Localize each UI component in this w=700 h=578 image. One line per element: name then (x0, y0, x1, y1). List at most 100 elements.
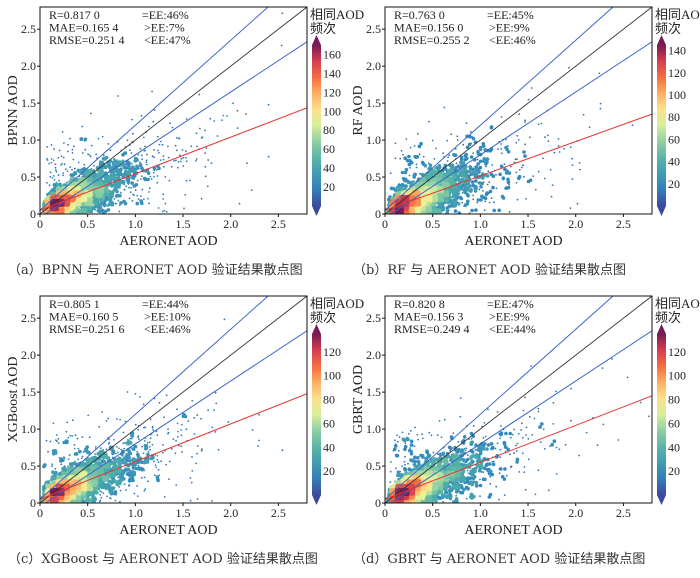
scatter-point (579, 169, 581, 171)
scatter-point (62, 175, 64, 177)
scatter-point (524, 119, 526, 121)
scatter-point (456, 162, 458, 164)
scatter-point (51, 158, 53, 160)
scatter-point (186, 118, 188, 120)
scatter-point (502, 196, 506, 200)
scatter-point (58, 174, 60, 176)
scatter-point (213, 120, 215, 122)
scatter-point (468, 170, 472, 174)
scatter-point (477, 159, 479, 161)
scatter-point (204, 152, 206, 154)
colorbar-tick-label: 80 (323, 123, 335, 137)
colorbar-extend-top (312, 35, 321, 45)
scatter-point (107, 203, 111, 207)
scatter-point (504, 146, 508, 150)
scatter-point (563, 148, 565, 150)
scatter-point (141, 115, 143, 117)
scatter-point (136, 195, 138, 197)
scatter-point (162, 193, 164, 195)
scatter-point (104, 210, 108, 214)
x-tick-label: 1.0 (128, 217, 143, 231)
scatter-point (480, 195, 484, 199)
scatter-point (491, 164, 493, 166)
stat-text: RMSE=0.251 4 (49, 33, 124, 47)
scatter-point (470, 131, 472, 133)
scatter-point (164, 176, 166, 178)
scatter-point (446, 193, 450, 197)
scatter-point (147, 172, 151, 176)
scatter-point (399, 158, 401, 160)
scatter-point (401, 171, 405, 175)
scatter-point (450, 133, 452, 135)
scatter-point (458, 179, 462, 183)
scatter-point (87, 170, 91, 174)
scatter-point (171, 166, 173, 168)
scatter-point (421, 161, 425, 165)
scatter-point (163, 166, 165, 168)
scatter-point (491, 186, 495, 190)
scatter-point (480, 182, 484, 186)
scatter-point (246, 162, 248, 164)
scatter-point (532, 175, 534, 177)
scatter-point (138, 198, 140, 200)
scatter-point (452, 153, 456, 157)
scatter-point (72, 159, 74, 161)
scatter-point (523, 176, 525, 178)
scatter-point (134, 168, 138, 172)
scatter-point (117, 95, 119, 97)
scatter-point (496, 187, 498, 189)
y-tick-label: 1.5 (21, 96, 36, 110)
scatter-point (72, 149, 74, 151)
scatter-point (73, 145, 75, 147)
scatter-point (522, 165, 524, 167)
scatter-point (435, 148, 437, 150)
scatter-point (61, 155, 63, 157)
scatter-point (518, 139, 520, 141)
scatter-point (515, 142, 517, 144)
scatter-point (495, 174, 497, 176)
scatter-point (176, 137, 178, 139)
scatter-point (162, 211, 164, 213)
scatter-point (186, 160, 188, 162)
scatter-point (414, 145, 416, 147)
scatter-point (476, 150, 480, 154)
scatter-point (97, 194, 101, 198)
scatter-point (462, 192, 464, 194)
scatter-point (146, 160, 148, 162)
scatter-point (517, 199, 519, 201)
scatter-point (538, 171, 540, 173)
scatter-point (90, 156, 92, 158)
scatter-point (130, 191, 132, 193)
scatter-point (61, 163, 63, 165)
scatter-point (524, 121, 526, 123)
scatter-point (446, 140, 448, 142)
scatter-point (570, 146, 572, 148)
scatter-point (442, 152, 444, 154)
scatter-point (600, 103, 602, 105)
scatter-point (189, 180, 191, 182)
scatter-point (146, 161, 148, 163)
scatter-point (434, 158, 436, 160)
scatter-point (95, 154, 97, 156)
scatter-point (428, 206, 432, 210)
scatter-point (79, 169, 83, 173)
scatter-point (471, 180, 475, 184)
colorbar-tick-label: 40 (323, 161, 335, 175)
scatter-point (131, 119, 133, 121)
x-tick-label: 0.5 (80, 217, 95, 231)
scatter-point (458, 174, 462, 178)
scatter-point (484, 209, 486, 211)
scatter-point (201, 198, 203, 200)
scatter-point (51, 162, 53, 164)
scatter-point (522, 150, 526, 154)
scatter-point (482, 142, 486, 146)
scatter-point (548, 140, 550, 142)
scatter-point (55, 169, 57, 171)
scatter-point (136, 202, 140, 206)
scatter-point (406, 138, 408, 140)
scatter-point (63, 190, 67, 194)
scatter-point (132, 133, 134, 135)
scatter-point (140, 195, 142, 197)
scatter-point (175, 145, 177, 147)
